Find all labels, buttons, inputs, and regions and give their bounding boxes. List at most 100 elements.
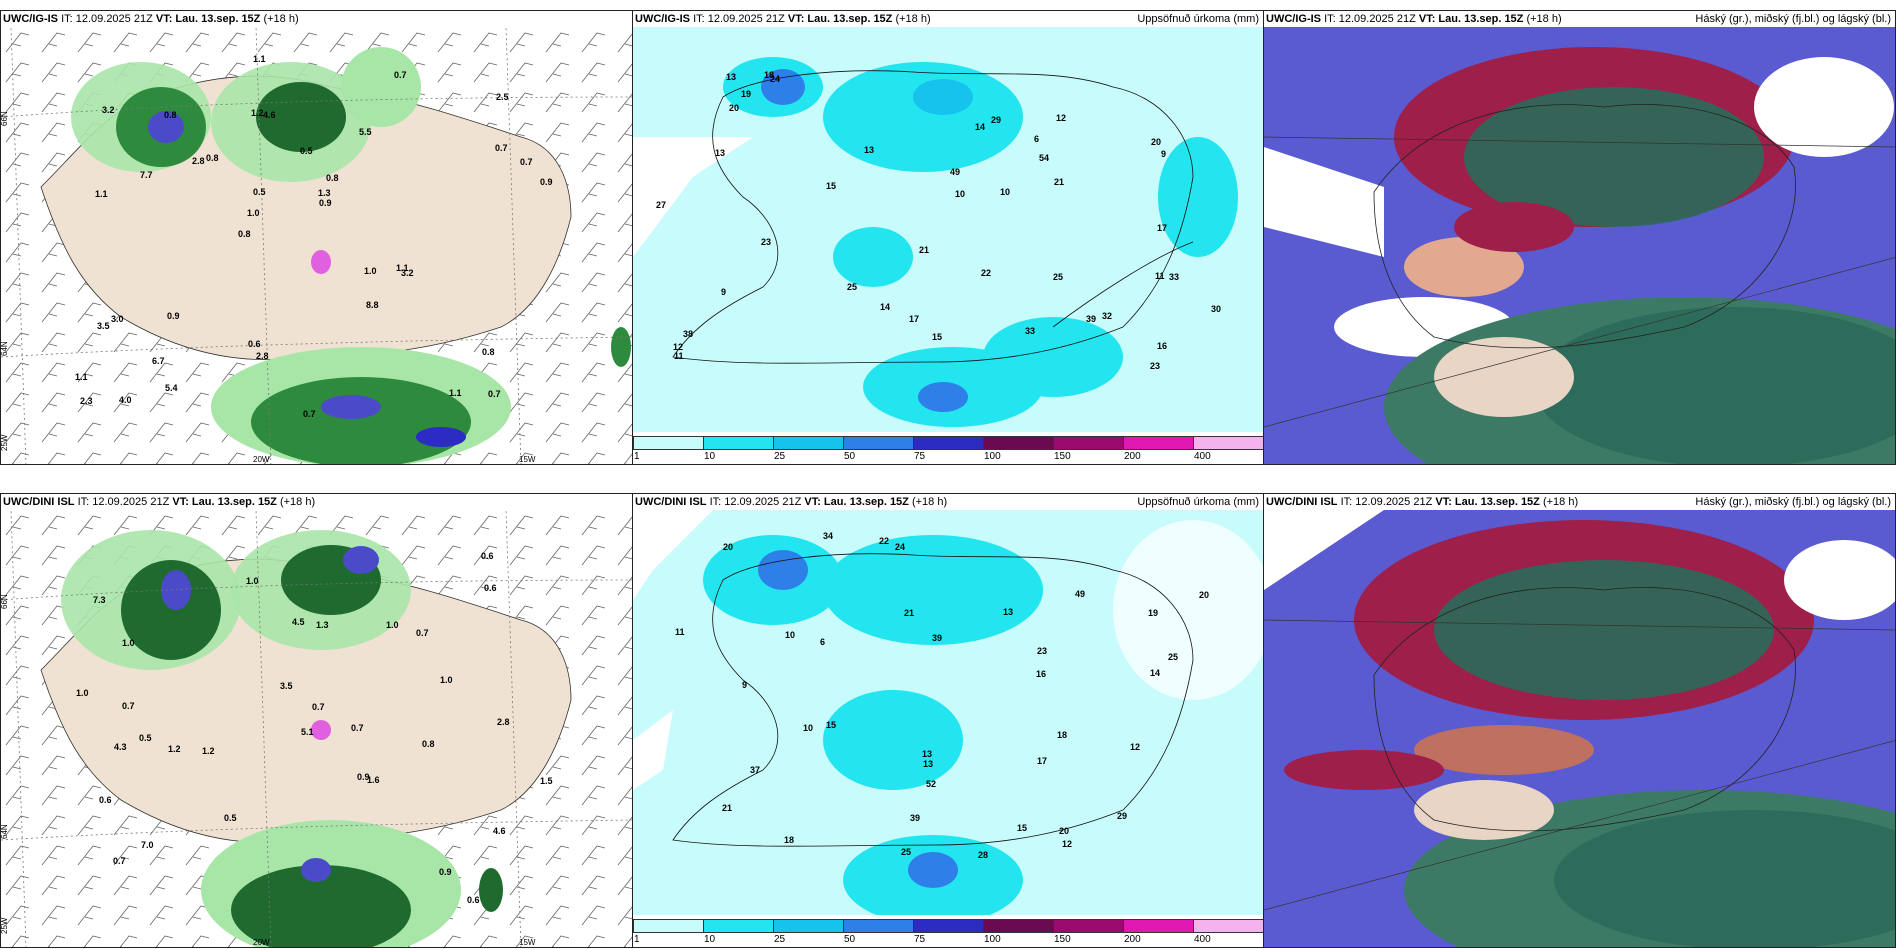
map-value-label: 5.1 <box>301 727 314 737</box>
map-value-label: 27 <box>656 200 666 210</box>
wind-value-labels: 0.6 0.5 0.9 7.3 4.6 1.0 7.0 1.2 0.7 4.5 1.0 0.9 0.5 1… <box>76 551 553 905</box>
map-value-label: 4.3 <box>114 742 127 752</box>
map-value-label: 0.8 <box>164 110 177 120</box>
panel-header: UWC/IG-IS IT: 12.09.2025 21Z VT: Lau. 13… <box>635 12 1259 27</box>
map-value-label: 1.5 <box>540 776 553 786</box>
model-name: UWC/DINI ISL <box>3 496 75 508</box>
init-time: IT: 12.09.2025 21Z <box>709 496 802 508</box>
cloud-map <box>1264 27 1895 464</box>
map-value-label: 16 <box>1036 669 1046 679</box>
cloud-shading <box>1264 47 1895 464</box>
map-value-label: 18 <box>764 70 774 80</box>
lat-label: 64N <box>1 824 9 839</box>
dry-area <box>633 137 753 257</box>
map-value-label: 2.5 <box>496 92 509 102</box>
map-value-label: 20 <box>723 542 733 552</box>
colorbar-swatch <box>913 436 984 450</box>
lat-label: 66N <box>1261 570 1264 585</box>
lon-label: 15W <box>519 938 536 947</box>
map-value-label: 39 <box>1086 314 1096 324</box>
colorbar: 1 10 25 50 75 100 150 200 400 <box>633 917 1263 947</box>
lead-time: (+18 h) <box>911 496 948 508</box>
map-value-label: 4.5 <box>292 617 305 627</box>
colorbar-swatch <box>773 919 844 933</box>
map-value-label: 12 <box>1130 742 1140 752</box>
map-value-label: 33 <box>1025 326 1035 336</box>
valid-time: VT: Lau. 13.sep. 15Z <box>1418 13 1524 25</box>
init-time: IT: 12.09.2025 21Z <box>693 13 785 25</box>
map-value-label: 16 <box>1157 341 1167 351</box>
colorbar-swatch <box>913 919 984 933</box>
map-value-label: 10 <box>955 189 965 199</box>
map-value-label: 0.7 <box>113 856 126 866</box>
map-value-label: 0.5 <box>224 813 237 823</box>
map-value-label: 17 <box>1037 756 1047 766</box>
colorbar-tick-label: 50 <box>844 451 856 462</box>
map-value-label: 28 <box>978 850 988 860</box>
wind-map: 66N 64N 25W 20W 15W 0.6 0.5 0.9 7.3 4.6 1.0 7.… <box>1 510 632 947</box>
colorbar-swatch <box>843 919 914 933</box>
map-value-label: 3.2 <box>102 105 115 115</box>
colorbar-swatch <box>703 436 774 450</box>
map-value-label: 11 <box>674 351 684 361</box>
map-value-label: 0.6 <box>484 583 497 593</box>
map-value-label: 0.7 <box>394 70 407 80</box>
map-value-label: 9 <box>721 287 726 297</box>
lead-time: (+18 h) <box>1526 13 1562 25</box>
map-value-label: 54 <box>1039 153 1049 163</box>
map-value-label: 4.6 <box>263 110 276 120</box>
map-value-label: 21 <box>722 803 732 813</box>
map-value-label: 24 <box>770 74 780 84</box>
map-value-label: 12 <box>1062 839 1072 849</box>
colorbar-swatch <box>1123 436 1194 450</box>
lon-label: 25W <box>1 917 9 934</box>
init-time: IT: 12.09.2025 21Z <box>77 496 170 508</box>
map-value-label: 1.1 <box>253 54 266 64</box>
colorbar-swatch <box>633 919 704 933</box>
map-value-label: 21 <box>1054 177 1064 187</box>
field-name: Háský (gr.), miðský (fj.bl.) og lágský (… <box>1695 13 1891 25</box>
map-value-label: 7.3 <box>93 595 106 605</box>
precip-shading <box>723 57 1238 427</box>
model-name: UWC/IG-IS <box>1266 13 1321 25</box>
map-value-label: 0.6 <box>99 795 112 805</box>
map-value-label: 1.0 <box>364 266 377 276</box>
graticule <box>1 510 632 947</box>
map-value-label: 52 <box>926 779 936 789</box>
panel-header: UWC/DINI ISL IT: 12.09.2025 21Z VT: Lau.… <box>635 495 1259 510</box>
colorbar-tick-label: 200 <box>1124 451 1141 462</box>
map-value-label: 19 <box>741 89 751 99</box>
map-value-label: 0.7 <box>495 143 508 153</box>
model-name: UWC/DINI ISL <box>1266 496 1338 508</box>
map-value-label: 0.9 <box>167 311 180 321</box>
map-value-label: 0.7 <box>312 702 325 712</box>
field-name: Uppsöfnuð úrkoma (mm) <box>1137 496 1259 508</box>
colorbar-tick-label: 150 <box>1054 934 1071 945</box>
map-value-label: 1.3 <box>318 188 331 198</box>
map-value-label: 2.8 <box>256 351 269 361</box>
map-value-label: 33 <box>1169 272 1179 282</box>
map-value-label: 1.0 <box>440 675 453 685</box>
map-value-label: 5.5 <box>359 127 372 137</box>
precip-shading <box>61 530 503 947</box>
map-value-label: 1.1 <box>396 263 409 273</box>
map-value-label: 1.0 <box>76 688 89 698</box>
precip-shading <box>71 47 631 464</box>
map-value-label: 0.6 <box>481 551 494 561</box>
map-value-label: 22 <box>879 536 889 546</box>
init-time: IT: 12.09.2025 21Z <box>1340 496 1433 508</box>
map-value-label: 15 <box>1017 823 1027 833</box>
map-value-label: 19 <box>1148 608 1158 618</box>
map-value-label: 0.9 <box>439 867 452 877</box>
init-time: IT: 12.09.2025 21Z <box>1324 13 1416 25</box>
valid-time: VT: Lau. 13.sep. 15Z <box>804 496 909 508</box>
map-value-label: 13 <box>922 749 932 759</box>
map-value-label: 1.0 <box>246 576 259 586</box>
map-value-label: 4.0 <box>119 395 132 405</box>
map-value-label: 0.9 <box>319 198 332 208</box>
map-value-label: 12 <box>1056 113 1066 123</box>
panel-header: UWC/DINI ISL IT: 12.09.2025 21Z VT: Lau.… <box>3 495 628 510</box>
map-value-label: 8.8 <box>366 300 379 310</box>
map-value-label: 10 <box>803 723 813 733</box>
colorbar-tick-label: 100 <box>984 934 1001 945</box>
